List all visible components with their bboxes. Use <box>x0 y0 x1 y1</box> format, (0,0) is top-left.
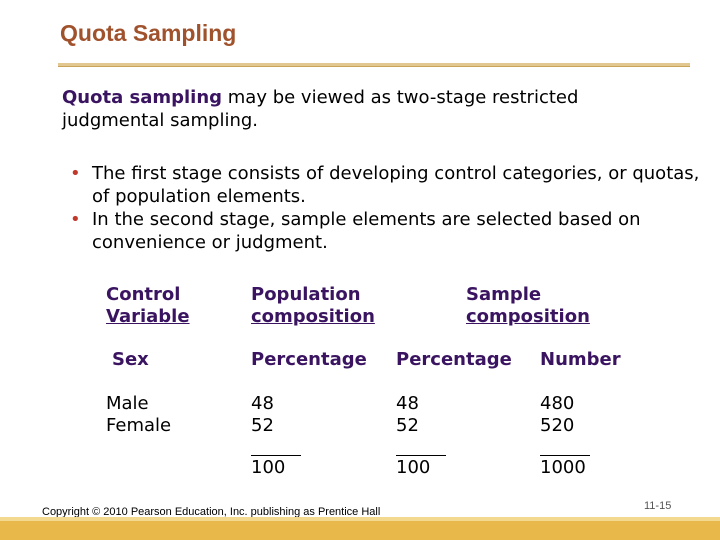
header-sample-composition: Sample composition <box>466 284 590 328</box>
male-sample-pct: 48 <box>396 393 419 414</box>
row-label-female: Female <box>106 415 172 436</box>
subheader-population-percentage: Percentage <box>251 349 367 370</box>
header-sample-line2: composition <box>466 306 590 327</box>
bullet-icon: • <box>70 163 81 184</box>
header-control-line1: Control <box>106 284 181 305</box>
subheader-sample-number: Number <box>540 349 621 370</box>
bottom-bar-highlight <box>0 517 720 521</box>
male-sample-number: 480 <box>540 393 575 414</box>
total-sample-number: 1000 <box>540 457 586 478</box>
header-sample-line1: Sample <box>466 284 542 305</box>
total-underline-population <box>251 455 301 456</box>
sample-percentages: 48 52 <box>396 393 419 437</box>
female-population-pct: 52 <box>251 415 274 436</box>
population-percentages: 48 52 <box>251 393 274 437</box>
header-control-line2: Variable <box>106 306 190 327</box>
row-label-male: Male <box>106 393 149 414</box>
copyright-notice: Copyright © 2010 Pearson Education, Inc.… <box>42 506 381 518</box>
title-divider-shadow <box>58 66 690 67</box>
female-sample-pct: 52 <box>396 415 419 436</box>
bullet-text: In the second stage, sample elements are… <box>92 209 641 253</box>
title-divider <box>58 63 690 66</box>
header-population-line1: Population <box>251 284 361 305</box>
bullet-icon: • <box>70 209 81 230</box>
intro-paragraph: Quota sampling may be viewed as two-stag… <box>62 86 662 132</box>
page-number: 11-15 <box>644 500 672 512</box>
female-sample-number: 520 <box>540 415 575 436</box>
male-population-pct: 48 <box>251 393 274 414</box>
bottom-bar <box>0 521 720 540</box>
bullet-item: • In the second stage, sample elements ar… <box>70 208 702 254</box>
subheader-sample-percentage: Percentage <box>396 349 512 370</box>
intro-rest: may be viewed as two-stage restricted ju… <box>62 87 579 131</box>
header-control-variable: Control Variable <box>106 284 190 328</box>
total-population-pct: 100 <box>251 457 286 478</box>
bullet-list: • The first stage consists of developing … <box>70 162 702 254</box>
row-label: Male Female <box>106 393 171 437</box>
total-underline-sample-pct <box>396 455 446 456</box>
subheader-sex: Sex <box>112 349 149 370</box>
sample-numbers: 480 520 <box>540 393 574 437</box>
bullet-item: • The first stage consists of developing … <box>70 162 702 208</box>
intro-highlight: Quota sampling <box>62 87 223 108</box>
slide-title: Quota Sampling <box>60 20 237 46</box>
bullet-text: The first stage consists of developing c… <box>92 163 700 207</box>
total-sample-pct: 100 <box>396 457 431 478</box>
header-population-line2: composition <box>251 306 375 327</box>
total-underline-sample-number <box>540 455 590 456</box>
header-population-composition: Population composition <box>251 284 375 328</box>
